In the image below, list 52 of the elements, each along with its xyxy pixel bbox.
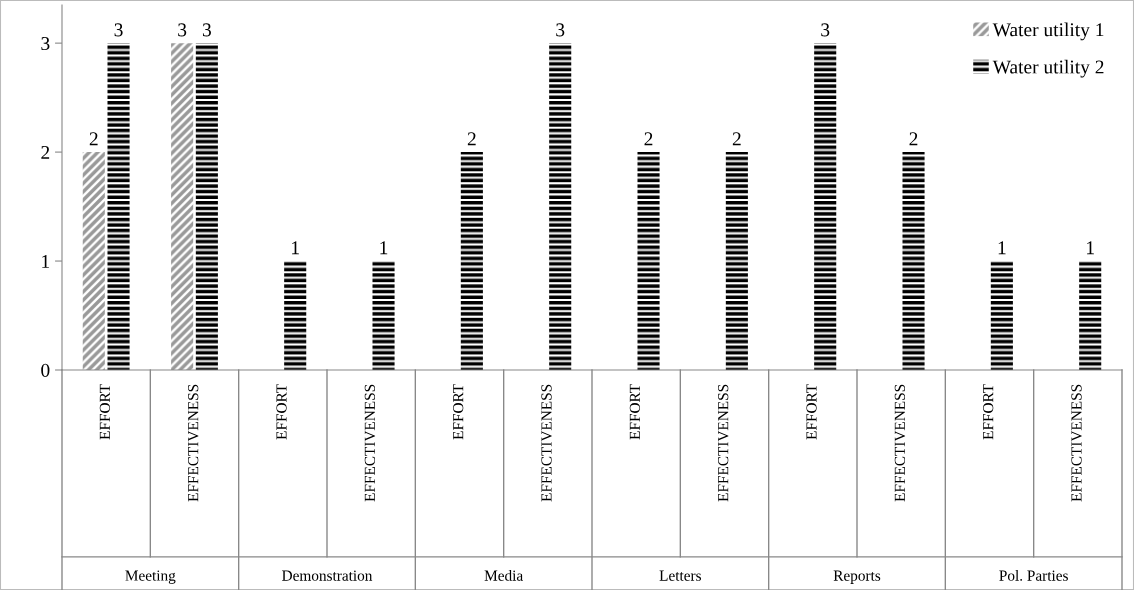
x-tick-label: EFFORT: [629, 384, 640, 440]
x-tick-label: EFFORT: [806, 384, 817, 440]
bar: [171, 43, 194, 370]
data-label: 1: [1087, 241, 1094, 255]
x-tick-label: EFFECTIVENESS: [541, 384, 552, 502]
bar: [637, 152, 660, 370]
data-label: 2: [732, 132, 741, 146]
y-tick-label: 1: [42, 254, 50, 268]
data-label: 2: [644, 132, 653, 146]
bar: [107, 43, 130, 370]
text: Demonstration: [282, 570, 373, 581]
bar: [549, 43, 572, 370]
bar: [990, 261, 1013, 370]
data-label: 3: [556, 23, 565, 37]
text: Media: [484, 570, 523, 581]
y-tick-label: 0: [41, 363, 50, 377]
x-tick-label: EFFECTIVENESS: [894, 384, 906, 502]
x-tick-label: EFFORT: [99, 384, 110, 440]
x-tick-label: EFFORT: [453, 384, 464, 440]
data-label: 1: [998, 241, 1006, 255]
data-label: 2: [89, 132, 98, 146]
text: Reports: [833, 570, 881, 584]
data-label: 3: [178, 23, 187, 37]
y-tick-label: 2: [41, 145, 50, 159]
bar: [195, 43, 218, 370]
legend-label: Water utility 1: [992, 22, 1104, 41]
bar: [725, 152, 748, 370]
y-tick-label: 3: [41, 37, 50, 51]
x-tick-label: EFFECTIVENESS: [718, 384, 729, 502]
text: Letters: [659, 570, 701, 581]
bar: [82, 152, 105, 370]
x-tick-label: EFFORT: [983, 384, 994, 440]
data-label: 2: [909, 132, 918, 146]
x-tick-label: EFFECTIVENESS: [364, 384, 376, 502]
x-tick-label: EFFORT: [276, 384, 287, 440]
bar: [814, 43, 837, 370]
text: Pol. Parties: [999, 570, 1068, 581]
x-tick-label: EFFECTIVENESS: [188, 384, 199, 502]
bar: [1079, 261, 1102, 370]
legend-label: Water utility 2: [992, 59, 1104, 78]
data-label: 1: [380, 241, 388, 255]
bar: [460, 152, 483, 370]
text: Meeting: [125, 570, 176, 584]
data-label: 3: [114, 23, 123, 37]
data-label: 3: [821, 23, 830, 37]
data-label: 2: [467, 132, 476, 146]
x-tick-label: EFFECTIVENESS: [1071, 384, 1082, 502]
bar: [284, 261, 307, 370]
data-label: 3: [202, 23, 211, 37]
bar: [902, 152, 925, 370]
data-label: 1: [292, 241, 299, 255]
bar: [372, 261, 395, 370]
